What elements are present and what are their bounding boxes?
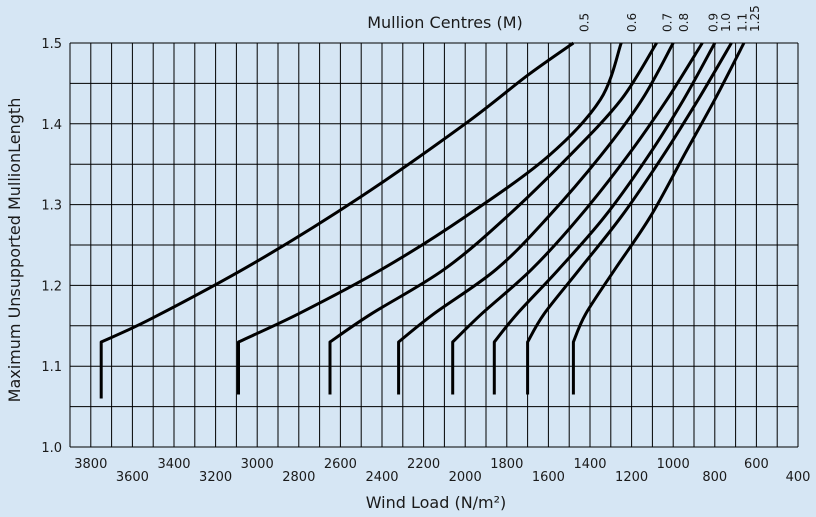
x-tick-label: 2000 <box>449 470 482 485</box>
series-axis-title: Mullion Centres (M) <box>367 13 523 32</box>
x-axis-title: Wind Load (N/m²) <box>366 493 507 512</box>
x-tick-label: 400 <box>786 470 811 485</box>
x-tick-label: 1200 <box>615 470 648 485</box>
y-tick-label: 1.4 <box>41 118 62 133</box>
x-tick-label: 3000 <box>241 457 274 472</box>
x-tick-label: 1000 <box>657 457 690 472</box>
series-line-1-1 <box>528 43 732 395</box>
series-lines <box>101 43 744 399</box>
series-line-0-9 <box>453 43 703 395</box>
x-tick-label: 3200 <box>199 470 232 485</box>
x-tick-label: 800 <box>702 470 727 485</box>
x-tick-label: 2200 <box>407 457 440 472</box>
x-tick-label: 3400 <box>157 457 190 472</box>
x-tick-label: 3800 <box>74 457 107 472</box>
x-tick-label: 1600 <box>532 470 565 485</box>
y-tick-label: 1.2 <box>41 279 62 294</box>
y-tick-label: 1.1 <box>41 360 62 375</box>
x-tick-label: 2600 <box>324 457 357 472</box>
y-axis-title: Maximum Unsupported MullionLength <box>5 98 24 403</box>
series-label: 0.8 <box>677 13 691 32</box>
x-tick-label: 2400 <box>365 470 398 485</box>
series-label: 0.7 <box>661 13 675 32</box>
grid <box>70 43 798 447</box>
x-tick-label: 2800 <box>282 470 315 485</box>
series-label: 0.5 <box>577 13 591 32</box>
series-line-1-25 <box>573 43 744 395</box>
series-label: 1.0 <box>719 13 733 32</box>
series-label: 0.6 <box>625 13 639 32</box>
y-tick-label: 1.0 <box>41 441 62 456</box>
series-line-0-6 <box>239 43 622 395</box>
x-tick-label: 3600 <box>116 470 149 485</box>
y-tick-label: 1.5 <box>41 37 62 52</box>
x-tick-label: 1800 <box>490 457 523 472</box>
x-tick-label: 1400 <box>573 457 606 472</box>
series-labels: 0.50.60.70.80.91.01.11.25 <box>577 5 762 32</box>
x-tick-label: 600 <box>744 457 769 472</box>
series-label: 1.25 <box>748 5 762 32</box>
y-tick-label: 1.3 <box>41 199 62 214</box>
